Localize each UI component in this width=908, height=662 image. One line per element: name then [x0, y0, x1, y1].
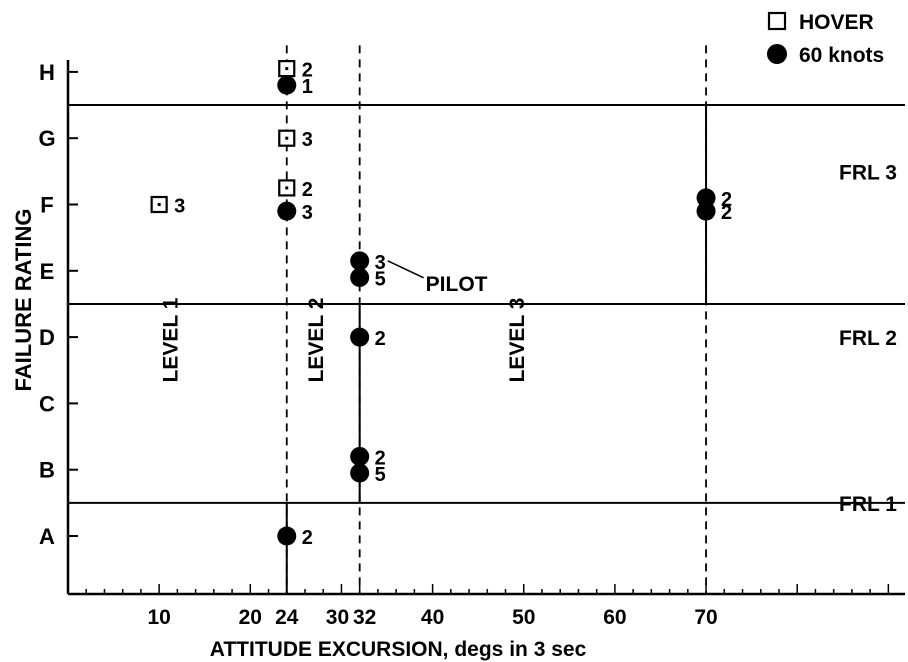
frl-label: FRL 3 [839, 161, 897, 184]
hover-point-center [285, 186, 289, 190]
frl-label: FRL 2 [839, 327, 897, 350]
pilot-number-label: 5 [375, 268, 386, 290]
x-tick-label: 20 [239, 606, 262, 629]
x-tick-label: 10 [147, 606, 170, 629]
hover-point-center [285, 136, 289, 140]
pilot-leader-line [387, 260, 425, 279]
y-tick-label: G [38, 126, 55, 151]
legend-hover-marker [767, 11, 787, 31]
y-axis-title: FAILURE RATING [11, 209, 36, 392]
pilot-number-label: 3 [302, 202, 313, 224]
grid-layer [68, 45, 905, 594]
knots-60-point [696, 188, 716, 208]
legend: HOVER 60 knots [767, 11, 884, 67]
hover-point-center [157, 203, 161, 206]
pilot-number-label: 1 [302, 76, 313, 98]
level-label: LEVEL 3 [506, 298, 529, 383]
knots-60-point [277, 201, 297, 221]
knots-60-point [350, 251, 370, 271]
pilot-number-label: 3 [302, 129, 313, 151]
legend-60-knots-label: 60 knots [799, 44, 884, 67]
y-tick-label: H [39, 60, 55, 85]
x-tick-label: 32 [353, 606, 376, 629]
knots-60-point [350, 327, 370, 347]
pilot-number-label: 2 [375, 447, 386, 469]
level-label: LEVEL 1 [159, 297, 182, 382]
pilot-number-label: 2 [375, 328, 386, 350]
pilot-number-label: 2 [302, 179, 313, 201]
pilot-number-label: 2 [302, 60, 313, 82]
x-tick-label: 24 [275, 606, 299, 629]
x-tick-label: 40 [421, 606, 444, 629]
y-tick-label: C [39, 391, 55, 416]
pilot-annotation: PILOT [426, 273, 488, 296]
level-label: LEVEL 2 [305, 298, 328, 383]
x-tick-label: 50 [512, 606, 535, 629]
legend-60-knots-marker [767, 44, 787, 64]
y-tick-label: B [39, 458, 55, 483]
pilot-number-label: 3 [375, 252, 386, 274]
knots-60-point [696, 201, 716, 221]
y-tick-label: D [39, 325, 55, 350]
x-tick-label: 30 [326, 606, 349, 629]
marks-layer [150, 59, 716, 546]
knots-60-point [277, 526, 297, 546]
y-tick-label: A [39, 524, 55, 549]
x-tick-label: 70 [694, 606, 717, 629]
frl-label: FRL 1 [839, 493, 897, 516]
x-tick-label: 60 [603, 606, 626, 629]
pilot-number-label: 2 [721, 189, 732, 211]
knots-60-point [350, 463, 370, 483]
pilot-number-label: 2 [302, 527, 313, 549]
knots-60-point [350, 446, 370, 466]
pilot-number-label: 5 [375, 464, 386, 486]
legend-hover-label: HOVER [799, 11, 874, 34]
y-tick-label: F [40, 193, 53, 218]
knots-60-point [350, 267, 370, 287]
knots-60-point [277, 75, 297, 95]
pilot-number-label: 3 [174, 196, 185, 218]
pilot-number-label: 2 [721, 202, 732, 224]
y-tick-label: E [40, 259, 55, 284]
x-axis-title: ATTITUDE EXCURSION, degs in 3 sec [210, 638, 587, 661]
hover-point-center [285, 67, 289, 71]
